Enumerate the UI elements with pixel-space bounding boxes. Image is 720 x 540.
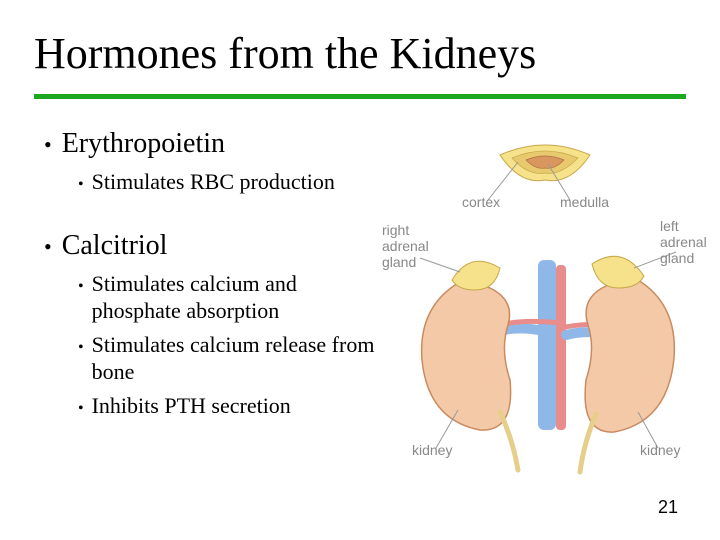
- list-item: • Erythropoietin • Stimulates RBC produc…: [44, 128, 384, 196]
- sub-bullet-text: Stimulates calcium and phosphate absorpt…: [92, 270, 384, 325]
- sub-list: • Stimulates calcium and phosphate absor…: [78, 270, 384, 420]
- bullet-dot: •: [78, 399, 84, 418]
- slide-title: Hormones from the Kidneys: [34, 28, 536, 79]
- bullet-dot: •: [78, 338, 84, 357]
- kidney-diagram-icon: [400, 140, 690, 480]
- sub-bullet-text: Stimulates calcium release from bone: [92, 331, 384, 386]
- bullet-dot: •: [78, 175, 84, 194]
- figure-label-kidney-r: kidney: [640, 442, 680, 458]
- figure-label-medulla: medulla: [560, 194, 609, 210]
- bullet-dot: •: [44, 236, 52, 258]
- anatomy-figure: cortex medulla right adrenal gland left …: [400, 140, 690, 480]
- figure-label-cortex: cortex: [462, 194, 500, 210]
- bullet-list: • Erythropoietin • Stimulates RBC produc…: [44, 128, 384, 419]
- sub-bullet-text: Stimulates RBC production: [92, 168, 335, 196]
- kidney-left-shape: [422, 261, 518, 470]
- sub-bullet-text: Inhibits PTH secretion: [92, 392, 291, 420]
- kidney-right-shape: [580, 256, 674, 472]
- adrenal-crosssection: [488, 145, 590, 200]
- bullet-dot: •: [44, 134, 52, 156]
- bullet-dot: •: [78, 277, 84, 296]
- page-number: 21: [658, 497, 678, 518]
- sub-list: • Stimulates RBC production: [78, 168, 384, 196]
- figure-label-kidney-l: kidney: [412, 442, 452, 458]
- title-underline: [34, 94, 686, 99]
- sub-list-item: • Stimulates calcium release from bone: [78, 331, 384, 386]
- bullet-label: Erythropoietin: [62, 128, 225, 160]
- slide: Hormones from the Kidneys • Erythropoiet…: [0, 0, 720, 540]
- sub-list-item: • Inhibits PTH secretion: [78, 392, 384, 420]
- figure-label-left-adrenal: left adrenal gland: [660, 218, 707, 266]
- bullet-label: Calcitriol: [62, 230, 168, 262]
- content-column: • Erythropoietin • Stimulates RBC produc…: [44, 128, 384, 445]
- sub-list-item: • Stimulates calcium and phosphate absor…: [78, 270, 384, 325]
- sub-list-item: • Stimulates RBC production: [78, 168, 384, 196]
- figure-label-right-adrenal: right adrenal gland: [382, 222, 429, 270]
- list-item: • Calcitriol • Stimulates calcium and ph…: [44, 230, 384, 420]
